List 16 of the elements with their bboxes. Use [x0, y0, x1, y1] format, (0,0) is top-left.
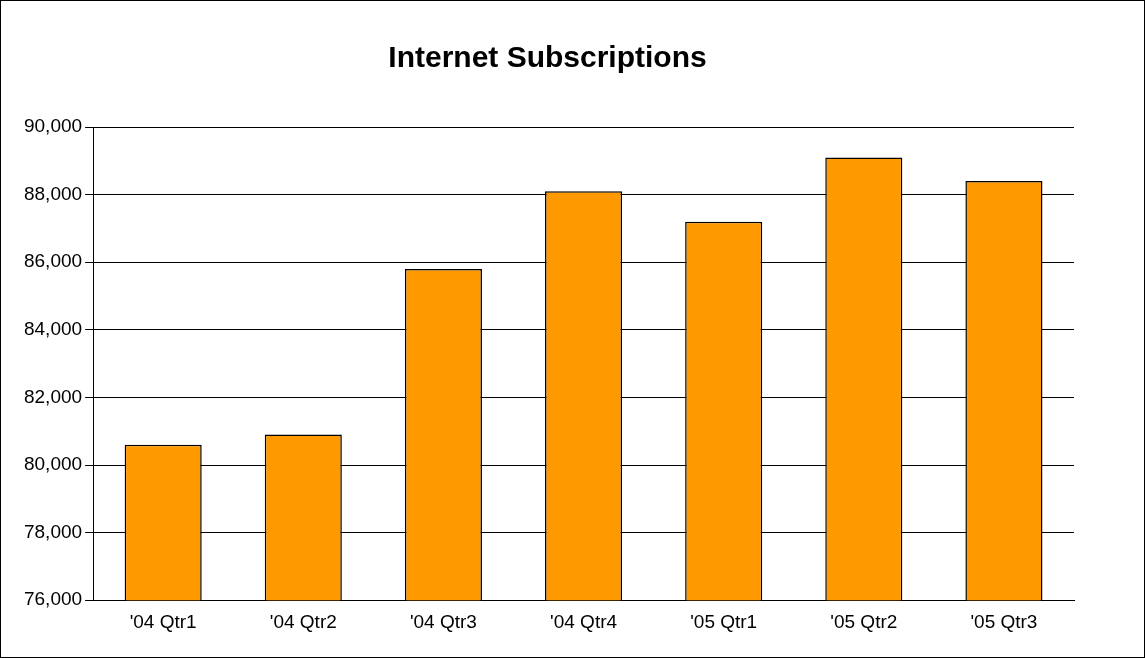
x-tick-label: '04 Qtr2	[269, 610, 337, 632]
x-tick-label: '04 Qtr3	[409, 610, 477, 632]
x-tick-label: '05 Qtr1	[690, 610, 758, 632]
y-tick-label: 82,000	[23, 385, 83, 407]
y-tick-label: 78,000	[23, 520, 83, 542]
x-tick-label: '05 Qtr3	[970, 610, 1038, 632]
x-tick-label: '05 Qtr2	[830, 610, 898, 632]
x-tick-label: '04 Qtr4	[550, 610, 618, 632]
y-tick-label: 90,000	[23, 115, 83, 137]
y-tick-label: 80,000	[23, 453, 83, 475]
y-tick-label: 84,000	[23, 318, 83, 340]
y-tick-label: 88,000	[23, 182, 83, 204]
y-tick-label: 86,000	[23, 250, 83, 272]
y-tick-label: 76,000	[23, 588, 83, 610]
chart-title: Internet Subscriptions	[388, 40, 707, 74]
x-tick-label: '04 Qtr1	[129, 610, 197, 632]
